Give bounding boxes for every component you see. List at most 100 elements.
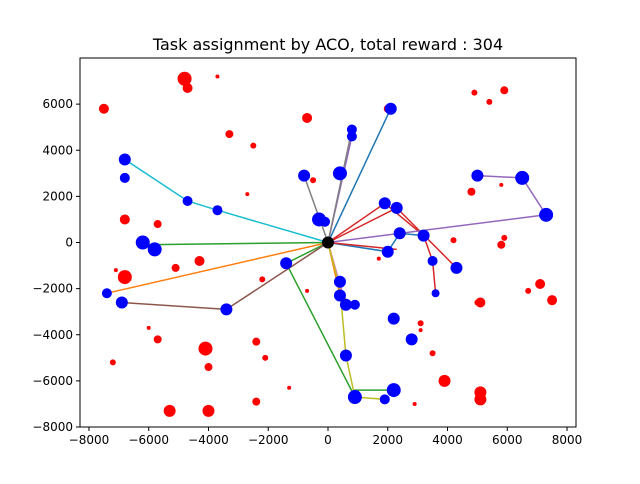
assigned-task-point — [320, 216, 331, 227]
assigned-task-point — [393, 227, 406, 240]
x-tick-label: 0 — [324, 433, 332, 447]
unassigned-task-point — [501, 234, 508, 241]
unassigned-task-point — [119, 214, 130, 225]
assigned-task-point — [101, 288, 112, 299]
assigned-task-point — [405, 333, 418, 346]
unassigned-task-point — [204, 363, 213, 372]
unassigned-task-point — [198, 341, 213, 356]
assigned-task-point — [515, 170, 530, 185]
unassigned-task-point — [474, 393, 487, 406]
assigned-task-point — [118, 153, 131, 166]
unassigned-task-point — [547, 295, 558, 306]
x-tick-label: 6000 — [492, 433, 523, 447]
unassigned-task-point — [471, 89, 478, 96]
unassigned-task-point — [467, 187, 476, 196]
unassigned-task-point — [259, 276, 266, 283]
route-line — [303, 175, 329, 243]
points-layer — [98, 71, 558, 417]
y-tick-label: −8000 — [32, 420, 73, 434]
assigned-task-point — [390, 201, 403, 214]
unassigned-task-point — [177, 71, 192, 86]
unassigned-task-point — [202, 404, 215, 417]
unassigned-task-point — [153, 335, 162, 344]
x-tick-label: 8000 — [552, 433, 583, 447]
unassigned-task-point — [194, 255, 205, 266]
y-tick-label: −6000 — [32, 374, 73, 388]
unassigned-task-point — [182, 82, 193, 93]
x-tick-label: −2000 — [248, 433, 289, 447]
unassigned-task-point — [499, 182, 504, 187]
assigned-task-point — [379, 394, 390, 405]
unassigned-task-point — [417, 320, 424, 327]
assigned-task-point — [135, 235, 150, 250]
unassigned-task-point — [252, 337, 261, 346]
unassigned-task-point — [310, 177, 317, 184]
y-tick-label: 0 — [65, 236, 73, 250]
unassigned-task-point — [497, 240, 506, 249]
unassigned-task-point — [252, 397, 261, 406]
route-line — [327, 108, 392, 243]
unassigned-task-point — [225, 130, 234, 139]
unassigned-task-point — [171, 263, 180, 272]
x-axis: −8000 −6000 −4000 −2000 0 2000 4000 6000 8000 — [69, 427, 583, 447]
y-tick-label: 4000 — [42, 143, 73, 157]
unassigned-task-point — [262, 354, 269, 361]
x-tick-label: −4000 — [188, 433, 229, 447]
assigned-task-point — [381, 245, 394, 258]
assigned-task-point — [220, 303, 233, 316]
unassigned-task-point — [113, 268, 118, 273]
route-line — [327, 232, 424, 253]
unassigned-task-point — [500, 86, 509, 95]
assigned-task-point — [333, 275, 346, 288]
assigned-task-point — [347, 390, 362, 405]
assigned-task-point — [450, 261, 463, 274]
y-tick-label: 2000 — [42, 189, 73, 203]
assigned-task-point — [298, 169, 311, 182]
unassigned-task-point — [474, 299, 481, 306]
assigned-task-point — [212, 205, 223, 216]
assigned-task-point — [539, 207, 554, 222]
depot-point — [322, 236, 334, 249]
assigned-task-point — [332, 166, 347, 181]
unassigned-task-point — [412, 401, 417, 406]
unassigned-task-point — [109, 359, 116, 366]
assigned-task-point — [378, 197, 391, 210]
route-line — [327, 174, 548, 244]
assigned-task-point — [386, 383, 401, 398]
assigned-task-point — [333, 289, 346, 302]
assigned-task-point — [115, 296, 128, 309]
unassigned-task-point — [486, 98, 493, 105]
assigned-task-point — [346, 124, 357, 135]
unassigned-task-point — [98, 103, 109, 114]
assigned-task-point — [471, 169, 484, 182]
y-tick-label: −2000 — [32, 282, 73, 296]
y-tick-label: −4000 — [32, 328, 73, 342]
assigned-task-point — [427, 255, 438, 266]
y-tick-label: 6000 — [42, 97, 73, 111]
assigned-task-point — [339, 298, 352, 311]
unassigned-task-point — [117, 270, 132, 285]
x-tick-label: 2000 — [372, 433, 403, 447]
chart-title: Task assignment by ACO, total reward : 3… — [152, 35, 503, 54]
unassigned-task-point — [215, 74, 220, 79]
unassigned-task-point — [153, 220, 162, 229]
unassigned-task-point — [429, 350, 436, 357]
unassigned-task-point — [450, 237, 457, 244]
unassigned-task-point — [287, 385, 292, 390]
assigned-task-point — [384, 102, 397, 115]
unassigned-task-point — [250, 142, 257, 149]
y-axis: −8000 −6000 −4000 −2000 0 2000 4000 6000 — [32, 97, 80, 434]
unassigned-task-point — [305, 288, 310, 293]
assigned-task-point — [182, 195, 193, 206]
unassigned-task-point — [146, 325, 151, 330]
assigned-task-point — [431, 289, 440, 298]
route-line — [106, 241, 329, 294]
assigned-task-point — [346, 131, 357, 142]
route-line — [327, 129, 353, 243]
unassigned-task-point — [525, 287, 532, 294]
assigned-task-point — [280, 257, 293, 270]
route-line — [124, 158, 329, 244]
assigned-task-point — [339, 349, 352, 362]
